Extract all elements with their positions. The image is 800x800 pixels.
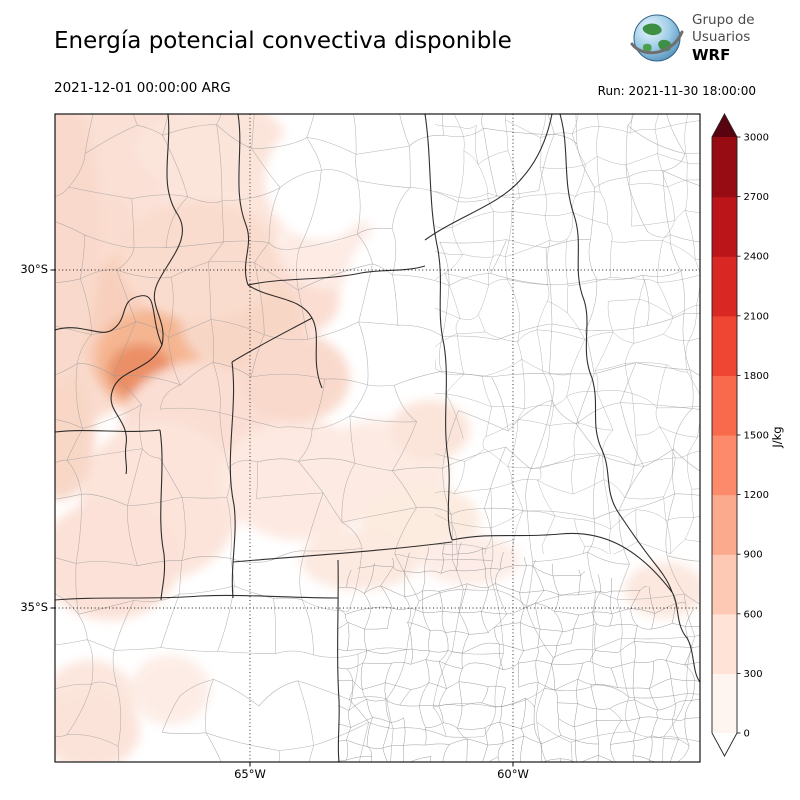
department-boundaries-coarse <box>55 114 700 762</box>
colorbar-band <box>712 256 737 317</box>
colorbar-band <box>712 196 737 257</box>
logo-line-1: Grupo de <box>692 12 755 28</box>
colorbar-tick-label: 300 <box>744 669 763 680</box>
logo-text: Grupo de Usuarios WRF <box>692 12 755 65</box>
colorbar-band <box>712 554 737 615</box>
colorbar-tick-label: 2400 <box>744 252 769 263</box>
globe-icon <box>630 14 684 62</box>
colorbar-band <box>712 375 737 436</box>
colorbar-band <box>712 494 737 555</box>
colorbar: 0 300 600 900 1200 1500 1800 2100 2400 2700 3000 <box>710 110 800 770</box>
province-boundaries <box>55 114 700 762</box>
colorbar-tick-label: 1500 <box>744 431 769 442</box>
cape-shading <box>55 114 700 762</box>
colorbar-tick-label: 1200 <box>744 490 769 501</box>
colorbar-tick-label: 3000 <box>744 133 769 144</box>
colorbar-over-arrow <box>712 114 737 137</box>
lon-label-60w: 60°W <box>497 767 529 781</box>
axis-ticks <box>50 269 514 767</box>
colorbar-band <box>712 435 737 496</box>
lon-label-65w: 65°W <box>234 767 266 781</box>
logo-line-2: Usuarios <box>692 28 751 45</box>
page-title: Energía potencial convectiva disponible <box>54 28 512 54</box>
department-boundaries-medium <box>435 114 700 554</box>
map-frame <box>54 113 701 763</box>
colorbar-unit-label: J/kg <box>770 426 784 448</box>
colorbar-canvas: 0 300 600 900 1200 1500 1800 2100 2400 2700 3000 <box>711 113 769 757</box>
colorbar-tick-label: 0 <box>744 729 750 740</box>
run-label: Run: 2021-11-30 18:00:00 <box>597 84 756 98</box>
logo-line-3: WRF <box>692 45 731 64</box>
colorbar-band <box>712 673 737 734</box>
colorbar-band <box>712 315 737 376</box>
colorbar-tick-label: 2100 <box>744 311 769 322</box>
logo: Grupo de Usuarios WRF <box>628 10 798 72</box>
valid-time-label: 2021-12-01 00:00:00 ARG <box>54 80 231 96</box>
colorbar-tick-label: 2700 <box>744 192 769 203</box>
colorbar-tick-label: 1800 <box>744 371 769 382</box>
colorbar-band <box>712 613 737 674</box>
map-layers <box>55 114 700 762</box>
colorbar-tick-label: 600 <box>744 609 763 620</box>
map-canvas <box>50 113 701 767</box>
colorbar-tick-label: 900 <box>744 550 763 561</box>
colorbar-band <box>712 137 737 198</box>
map-area <box>47 110 708 770</box>
lat-label-30s: 30°S <box>20 262 48 276</box>
colorbar-under-arrow <box>712 733 737 756</box>
graticule <box>55 114 700 762</box>
lat-label-35s: 35°S <box>20 600 48 614</box>
